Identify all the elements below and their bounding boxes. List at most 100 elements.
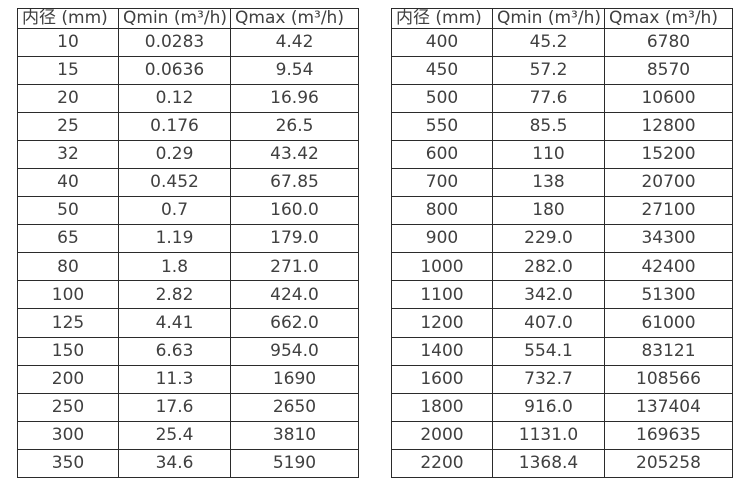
inner-diameter-cell: 1600 bbox=[391, 364, 493, 394]
qmin-cell: 554.1 bbox=[492, 336, 605, 366]
qmin-cell: 57.2 bbox=[492, 55, 605, 85]
qmax-cell: 61000 bbox=[604, 308, 733, 338]
qmax-cell: 6780 bbox=[604, 27, 733, 57]
inner-diameter-cell: 40 bbox=[17, 168, 119, 198]
table-row: 25 0.176 26.5 bbox=[17, 111, 359, 142]
qmin-cell: 85.5 bbox=[492, 111, 605, 142]
table-row: 1200 407.0 61000 bbox=[391, 308, 733, 338]
inner-diameter-cell: 2000 bbox=[391, 420, 493, 450]
table-row: 20 0.12 16.96 bbox=[17, 83, 359, 113]
qmin-cell: 4.41 bbox=[118, 308, 231, 338]
qmin-cell: 1.19 bbox=[118, 224, 231, 254]
qmax-cell: 1690 bbox=[230, 364, 359, 394]
qmax-cell: 179.0 bbox=[230, 224, 359, 254]
qmax-cell: 424.0 bbox=[230, 280, 359, 310]
inner-diameter-cell: 80 bbox=[17, 252, 119, 282]
qmax-cell: 662.0 bbox=[230, 308, 359, 338]
table-body: 400 45.2 6780 450 57.2 8570 500 77.6 10600 550 85.… bbox=[391, 27, 733, 479]
qmax-cell: 51300 bbox=[604, 280, 733, 310]
qmin-cell: 732.7 bbox=[492, 364, 605, 394]
table-row: 1600 732.7 108566 bbox=[391, 364, 733, 394]
inner-diameter-cell: 450 bbox=[391, 55, 493, 85]
inner-diameter-cell: 10 bbox=[17, 27, 119, 57]
qmax-cell: 169635 bbox=[604, 420, 733, 450]
qmin-cell: 916.0 bbox=[492, 392, 605, 422]
qmax-cell: 15200 bbox=[604, 139, 733, 170]
qmin-cell: 282.0 bbox=[492, 252, 605, 282]
flow-rate-table-dn400-2200: 内径 (mm) Qmin (m³/h) Qmax (m³/h) 400 45.2 6… bbox=[391, 8, 733, 479]
column-header-qmin: Qmin (m³/h) bbox=[492, 8, 605, 29]
column-header-qmax: Qmax (m³/h) bbox=[230, 8, 359, 29]
table-row: 1400 554.1 83121 bbox=[391, 336, 733, 366]
qmax-cell: 43.42 bbox=[230, 139, 359, 170]
qmin-cell: 11.3 bbox=[118, 364, 231, 394]
table-row: 500 77.6 10600 bbox=[391, 83, 733, 113]
inner-diameter-cell: 1100 bbox=[391, 280, 493, 310]
table-row: 50 0.7 160.0 bbox=[17, 196, 359, 226]
column-header-qmin: Qmin (m³/h) bbox=[118, 8, 231, 29]
qmin-cell: 0.0283 bbox=[118, 27, 231, 57]
inner-diameter-cell: 400 bbox=[391, 27, 493, 57]
inner-diameter-cell: 200 bbox=[17, 364, 119, 394]
inner-diameter-cell: 100 bbox=[17, 280, 119, 310]
qmax-cell: 160.0 bbox=[230, 196, 359, 226]
inner-diameter-cell: 32 bbox=[17, 139, 119, 170]
inner-diameter-cell: 600 bbox=[391, 139, 493, 170]
inner-diameter-cell: 1800 bbox=[391, 392, 493, 422]
qmin-cell: 0.452 bbox=[118, 168, 231, 198]
flow-rate-table-dn10-350: 内径 (mm) Qmin (m³/h) Qmax (m³/h) 10 0.0283… bbox=[17, 8, 359, 479]
qmin-cell: 0.0636 bbox=[118, 55, 231, 85]
qmin-cell: 77.6 bbox=[492, 83, 605, 113]
inner-diameter-cell: 125 bbox=[17, 308, 119, 338]
table-row: 550 85.5 12800 bbox=[391, 111, 733, 142]
qmax-cell: 2650 bbox=[230, 392, 359, 422]
table-row: 32 0.29 43.42 bbox=[17, 139, 359, 170]
table-row: 150 6.63 954.0 bbox=[17, 336, 359, 366]
table-row: 800 180 27100 bbox=[391, 196, 733, 226]
inner-diameter-cell: 20 bbox=[17, 83, 119, 113]
table-row: 1800 916.0 137404 bbox=[391, 392, 733, 422]
table-row: 125 4.41 662.0 bbox=[17, 308, 359, 338]
inner-diameter-cell: 1200 bbox=[391, 308, 493, 338]
qmax-cell: 67.85 bbox=[230, 168, 359, 198]
qmax-cell: 137404 bbox=[604, 392, 733, 422]
inner-diameter-cell: 900 bbox=[391, 224, 493, 254]
inner-diameter-cell: 550 bbox=[391, 111, 493, 142]
qmax-cell: 20700 bbox=[604, 168, 733, 198]
qmax-cell: 42400 bbox=[604, 252, 733, 282]
table-row: 600 110 15200 bbox=[391, 139, 733, 170]
qmin-cell: 25.4 bbox=[118, 420, 231, 450]
table-header-row: 内径 (mm) Qmin (m³/h) Qmax (m³/h) bbox=[17, 8, 359, 29]
inner-diameter-cell: 500 bbox=[391, 83, 493, 113]
table-row: 1100 342.0 51300 bbox=[391, 280, 733, 310]
table-row: 900 229.0 34300 bbox=[391, 224, 733, 254]
inner-diameter-cell: 300 bbox=[17, 420, 119, 450]
qmin-cell: 407.0 bbox=[492, 308, 605, 338]
table-row: 450 57.2 8570 bbox=[391, 55, 733, 85]
qmax-cell: 26.5 bbox=[230, 111, 359, 142]
qmax-cell: 4.42 bbox=[230, 27, 359, 57]
table-row: 300 25.4 3810 bbox=[17, 420, 359, 450]
inner-diameter-cell: 250 bbox=[17, 392, 119, 422]
table-row: 400 45.2 6780 bbox=[391, 27, 733, 57]
qmax-cell: 205258 bbox=[604, 448, 733, 479]
qmin-cell: 110 bbox=[492, 139, 605, 170]
qmin-cell: 138 bbox=[492, 168, 605, 198]
qmin-cell: 0.176 bbox=[118, 111, 231, 142]
column-header-inner-diameter: 内径 (mm) bbox=[17, 8, 119, 29]
table-row: 40 0.452 67.85 bbox=[17, 168, 359, 198]
table-row: 10 0.0283 4.42 bbox=[17, 27, 359, 57]
qmin-cell: 17.6 bbox=[118, 392, 231, 422]
qmin-cell: 180 bbox=[492, 196, 605, 226]
inner-diameter-cell: 2200 bbox=[391, 448, 493, 479]
qmax-cell: 954.0 bbox=[230, 336, 359, 366]
table-row: 250 17.6 2650 bbox=[17, 392, 359, 422]
qmax-cell: 10600 bbox=[604, 83, 733, 113]
table-row: 350 34.6 5190 bbox=[17, 448, 359, 479]
inner-diameter-cell: 25 bbox=[17, 111, 119, 142]
qmin-cell: 34.6 bbox=[118, 448, 231, 479]
table-header-row: 内径 (mm) Qmin (m³/h) Qmax (m³/h) bbox=[391, 8, 733, 29]
table-row: 80 1.8 271.0 bbox=[17, 252, 359, 282]
qmin-cell: 1368.4 bbox=[492, 448, 605, 479]
qmax-cell: 16.96 bbox=[230, 83, 359, 113]
